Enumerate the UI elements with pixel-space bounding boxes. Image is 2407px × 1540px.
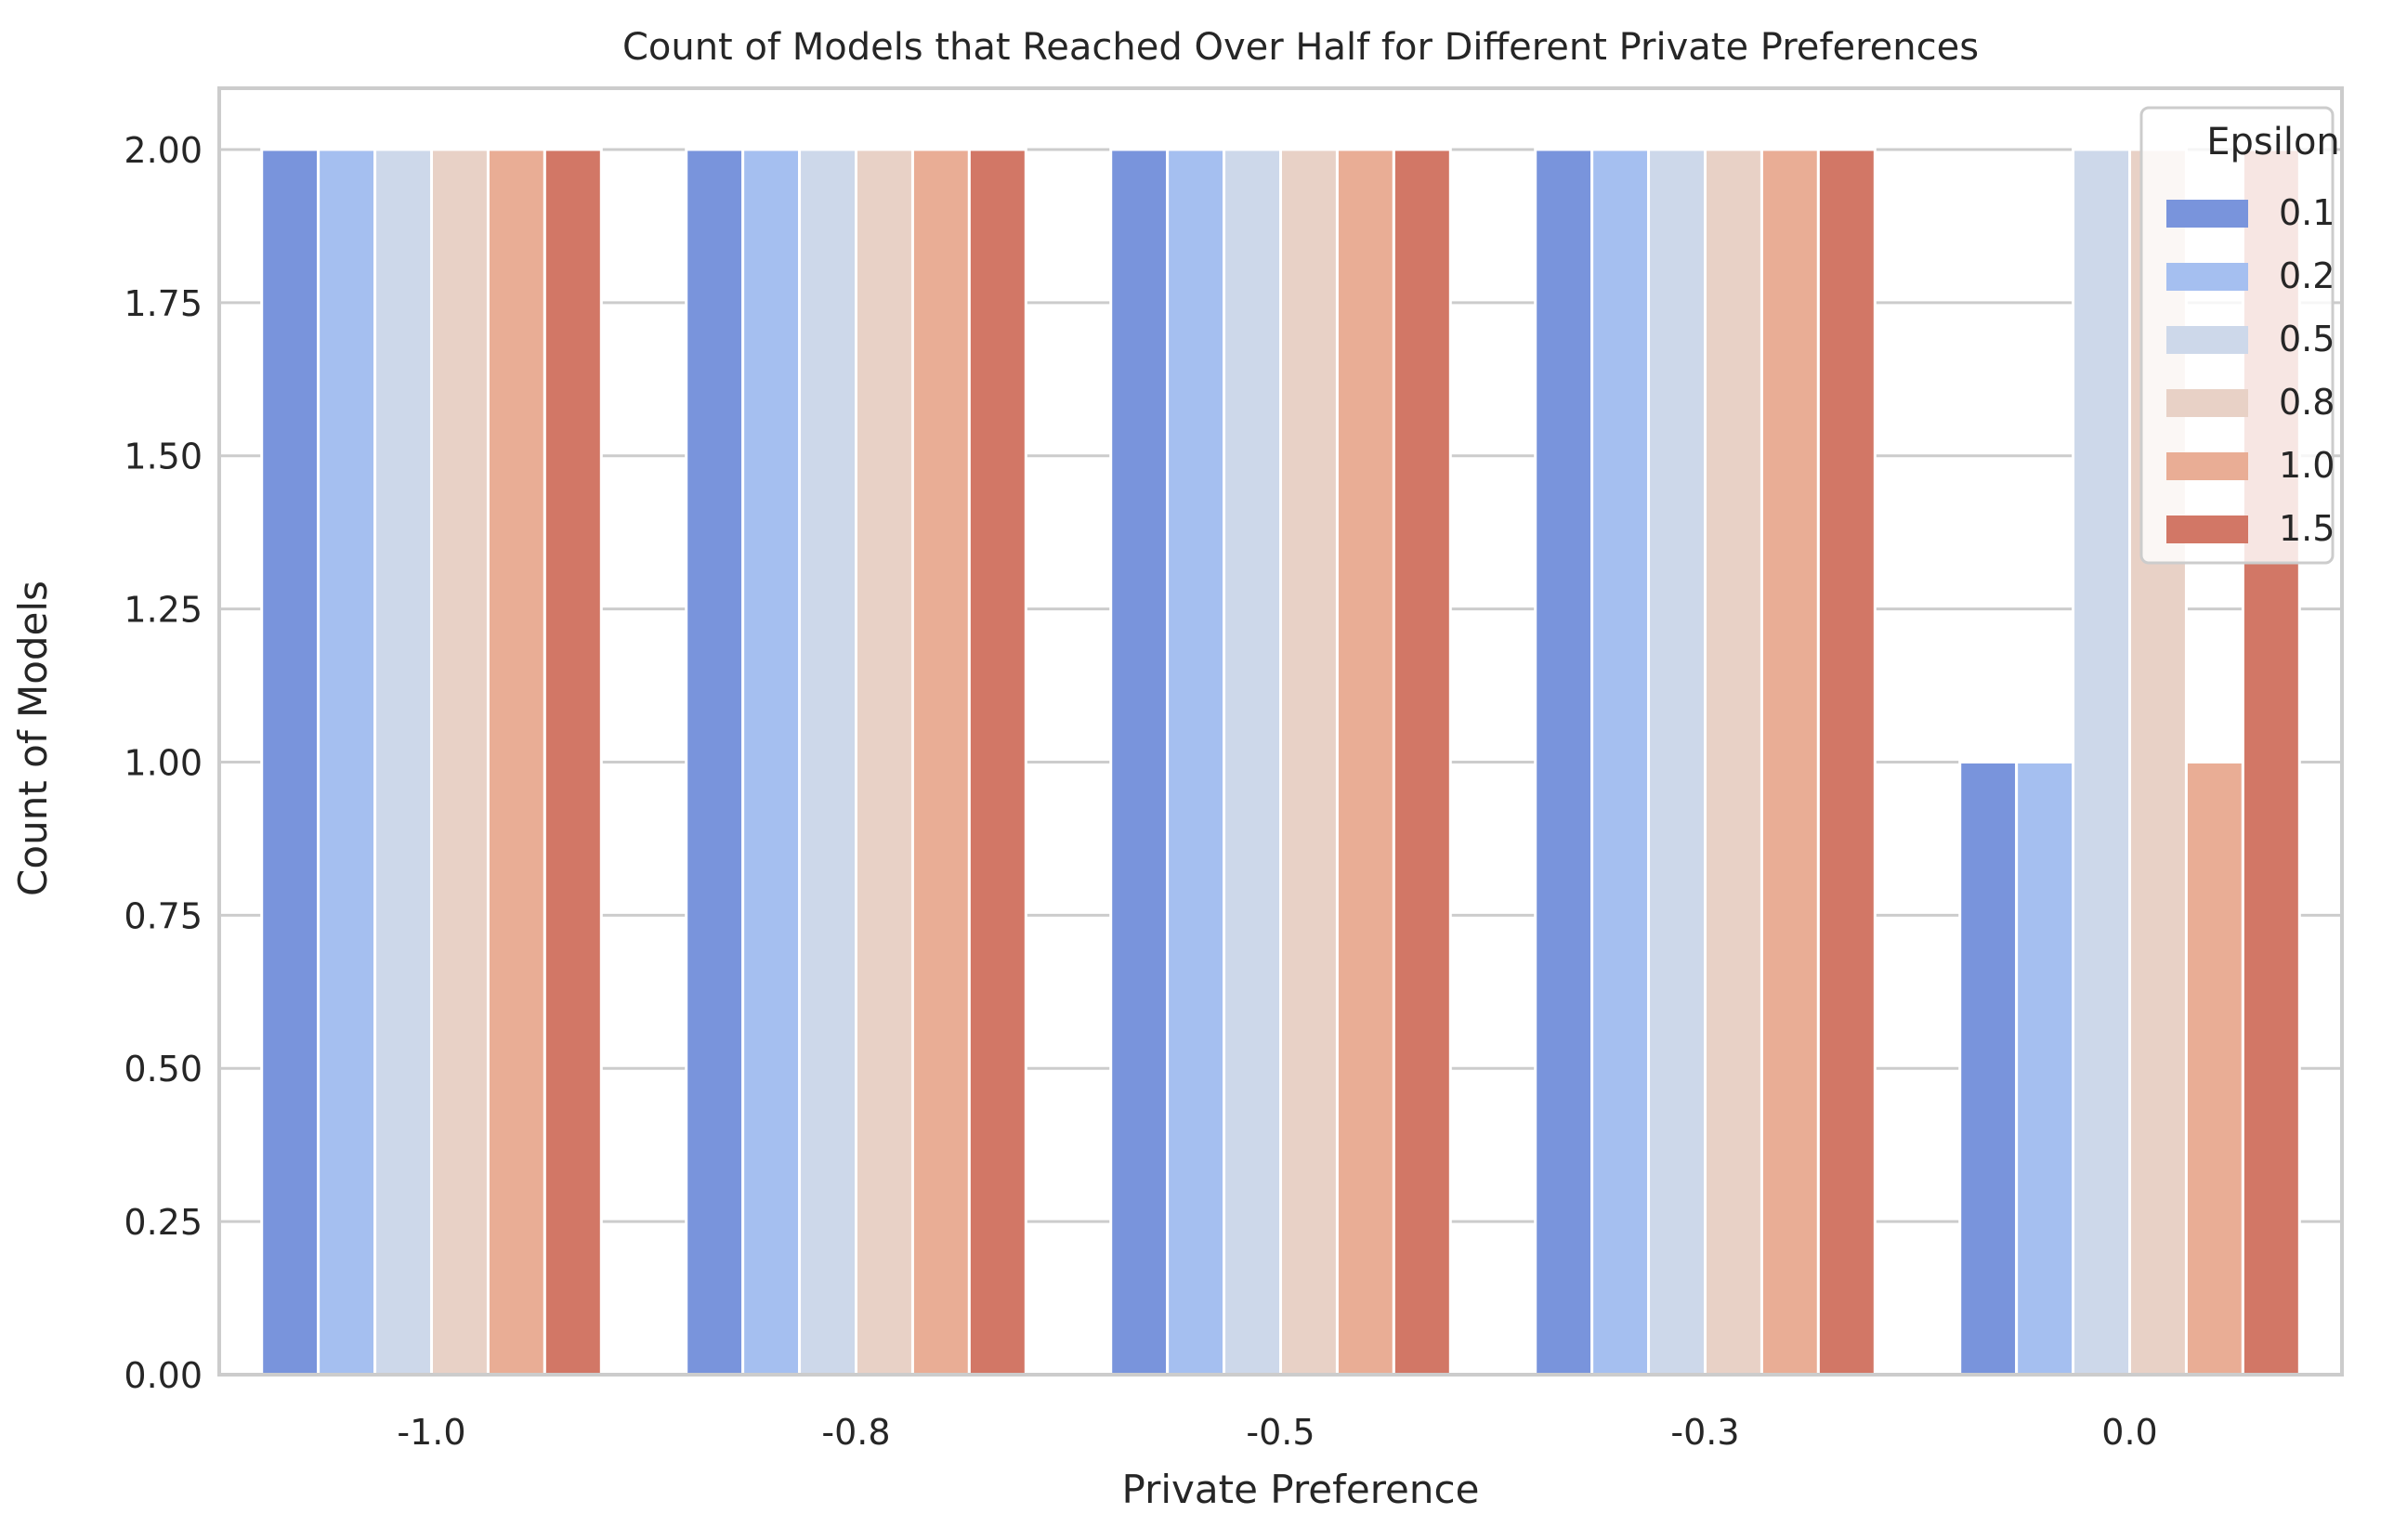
y-tick-label: 0.00 xyxy=(124,1355,203,1396)
legend-swatch xyxy=(2166,452,2248,480)
bar--0.5-eps-0.2 xyxy=(1166,148,1226,1377)
bar--1.0-eps-0.2 xyxy=(317,148,377,1377)
bar-0.0-eps-1.0 xyxy=(2184,760,2244,1377)
legend-label: 1.5 xyxy=(2279,508,2335,549)
bar--0.8-eps-1.0 xyxy=(910,148,971,1377)
x-tick-label: -0.8 xyxy=(821,1412,890,1453)
y-axis-label: Count of Models xyxy=(10,581,56,896)
x-axis-label: Private Preference xyxy=(1122,1467,1480,1512)
bar--0.8-eps-1.5 xyxy=(967,148,1027,1377)
chart-title: Count of Models that Reached Over Half f… xyxy=(622,26,1979,69)
bar--0.5-eps-1.5 xyxy=(1392,148,1452,1377)
y-axis-ticks: 0.00 0.25 0.50 0.75 1.00 1.25 1.50 1.75 2.00 xyxy=(124,130,203,1396)
x-tick-label: -0.3 xyxy=(1670,1412,1739,1453)
bar--1.0-eps-0.5 xyxy=(373,148,434,1377)
legend-swatch xyxy=(2166,200,2248,228)
y-tick-label: 0.75 xyxy=(124,895,203,936)
bar-0.0-eps-0.1 xyxy=(1958,760,2019,1377)
bar--0.3-eps-0.2 xyxy=(1590,148,1651,1377)
bar--1.0-eps-0.1 xyxy=(260,148,320,1377)
legend-label: 0.8 xyxy=(2279,382,2335,423)
y-tick-label: 2.00 xyxy=(124,130,203,171)
plot-frame xyxy=(217,86,2344,1377)
legend-swatch xyxy=(2166,263,2248,291)
bar--0.3-eps-0.5 xyxy=(1647,148,1707,1377)
bar--0.3-eps-0.1 xyxy=(1534,148,1594,1377)
bar-0.0-eps-0.2 xyxy=(2015,760,2075,1377)
bar--0.5-eps-0.1 xyxy=(1109,148,1170,1377)
bar--1.0-eps-1.0 xyxy=(486,148,546,1377)
y-tick-label: 1.50 xyxy=(124,437,203,477)
x-tick-label: 0.0 xyxy=(2101,1412,2157,1453)
legend-title: Epsilon xyxy=(2206,121,2340,163)
bar--0.5-eps-1.0 xyxy=(1335,148,1395,1377)
bar--0.3-eps-0.8 xyxy=(1704,148,1763,1377)
bar--0.8-eps-0.2 xyxy=(741,148,802,1377)
y-tick-label: 0.25 xyxy=(124,1202,203,1243)
y-tick-label: 1.25 xyxy=(124,590,203,631)
bar--0.8-eps-0.5 xyxy=(798,148,857,1377)
bar--0.3-eps-1.5 xyxy=(1816,148,1877,1377)
bar-0.0-eps-0.5 xyxy=(2072,148,2131,1377)
y-tick-label: 1.00 xyxy=(124,742,203,783)
bar--1.0-eps-1.5 xyxy=(543,148,603,1377)
legend-swatch xyxy=(2166,326,2248,354)
legend-label: 0.1 xyxy=(2279,192,2335,233)
bar--0.3-eps-1.0 xyxy=(1759,148,1820,1377)
bar--0.5-eps-0.8 xyxy=(1279,148,1339,1377)
bar--0.5-eps-0.5 xyxy=(1223,148,1282,1377)
y-tick-label: 0.50 xyxy=(124,1049,203,1090)
legend: Epsilon 0.1 0.2 0.5 0.8 1.0 1.5 xyxy=(2139,106,2340,565)
y-tick-label: 1.75 xyxy=(124,283,203,324)
legend-swatch xyxy=(2166,516,2248,543)
bar--0.8-eps-0.8 xyxy=(855,148,914,1377)
x-axis-ticks: -1.0 -0.8 -0.5 -0.3 0.0 xyxy=(397,1412,2157,1453)
legend-swatch xyxy=(2166,389,2248,417)
x-tick-label: -1.0 xyxy=(397,1412,465,1453)
legend-label: 1.0 xyxy=(2279,445,2335,486)
x-tick-label: -0.5 xyxy=(1246,1412,1315,1453)
legend-label: 0.2 xyxy=(2279,255,2335,296)
legend-label: 0.5 xyxy=(2279,319,2335,359)
bar--0.8-eps-0.1 xyxy=(685,148,745,1377)
bar--1.0-eps-0.8 xyxy=(430,148,490,1377)
